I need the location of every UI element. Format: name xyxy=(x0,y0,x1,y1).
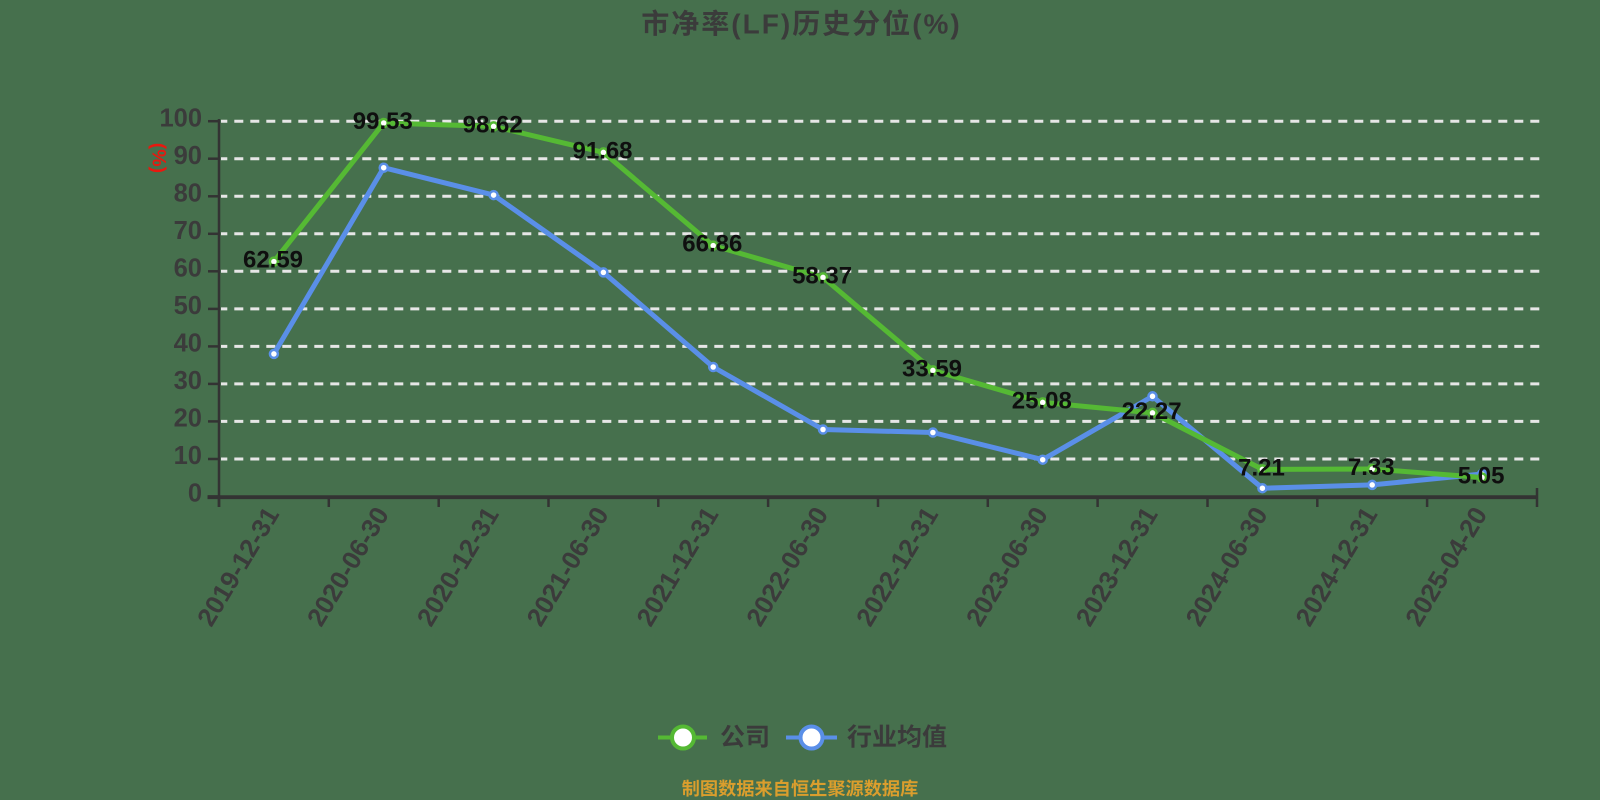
svg-text:30: 30 xyxy=(174,367,202,395)
svg-text:(LF): (LF) xyxy=(731,9,792,40)
svg-text:91.68: 91.68 xyxy=(572,137,632,164)
svg-text:60: 60 xyxy=(174,254,202,282)
svg-text:7.33: 7.33 xyxy=(1348,454,1395,481)
svg-text:70: 70 xyxy=(174,217,202,245)
svg-text:90: 90 xyxy=(174,142,202,170)
svg-text:7.21: 7.21 xyxy=(1238,454,1285,481)
svg-text:99.53: 99.53 xyxy=(353,108,413,135)
svg-text:58.37: 58.37 xyxy=(792,262,852,289)
svg-text:(%): (%) xyxy=(912,9,962,40)
svg-text:0: 0 xyxy=(188,480,202,508)
svg-text:22.27: 22.27 xyxy=(1122,398,1182,425)
svg-text:98.62: 98.62 xyxy=(463,111,523,138)
svg-text:40: 40 xyxy=(174,330,202,358)
svg-text:25.08: 25.08 xyxy=(1012,387,1072,414)
svg-text:66.86: 66.86 xyxy=(682,231,742,258)
svg-text:33.59: 33.59 xyxy=(902,355,962,382)
svg-text:(%): (%) xyxy=(147,143,169,173)
svg-text:80: 80 xyxy=(174,179,202,207)
svg-text:10: 10 xyxy=(174,442,202,470)
svg-text:100: 100 xyxy=(159,104,202,132)
svg-text:50: 50 xyxy=(174,292,202,320)
svg-text:20: 20 xyxy=(174,405,202,433)
svg-text:5.05: 5.05 xyxy=(1458,463,1505,490)
svg-text:62.59: 62.59 xyxy=(243,247,303,274)
